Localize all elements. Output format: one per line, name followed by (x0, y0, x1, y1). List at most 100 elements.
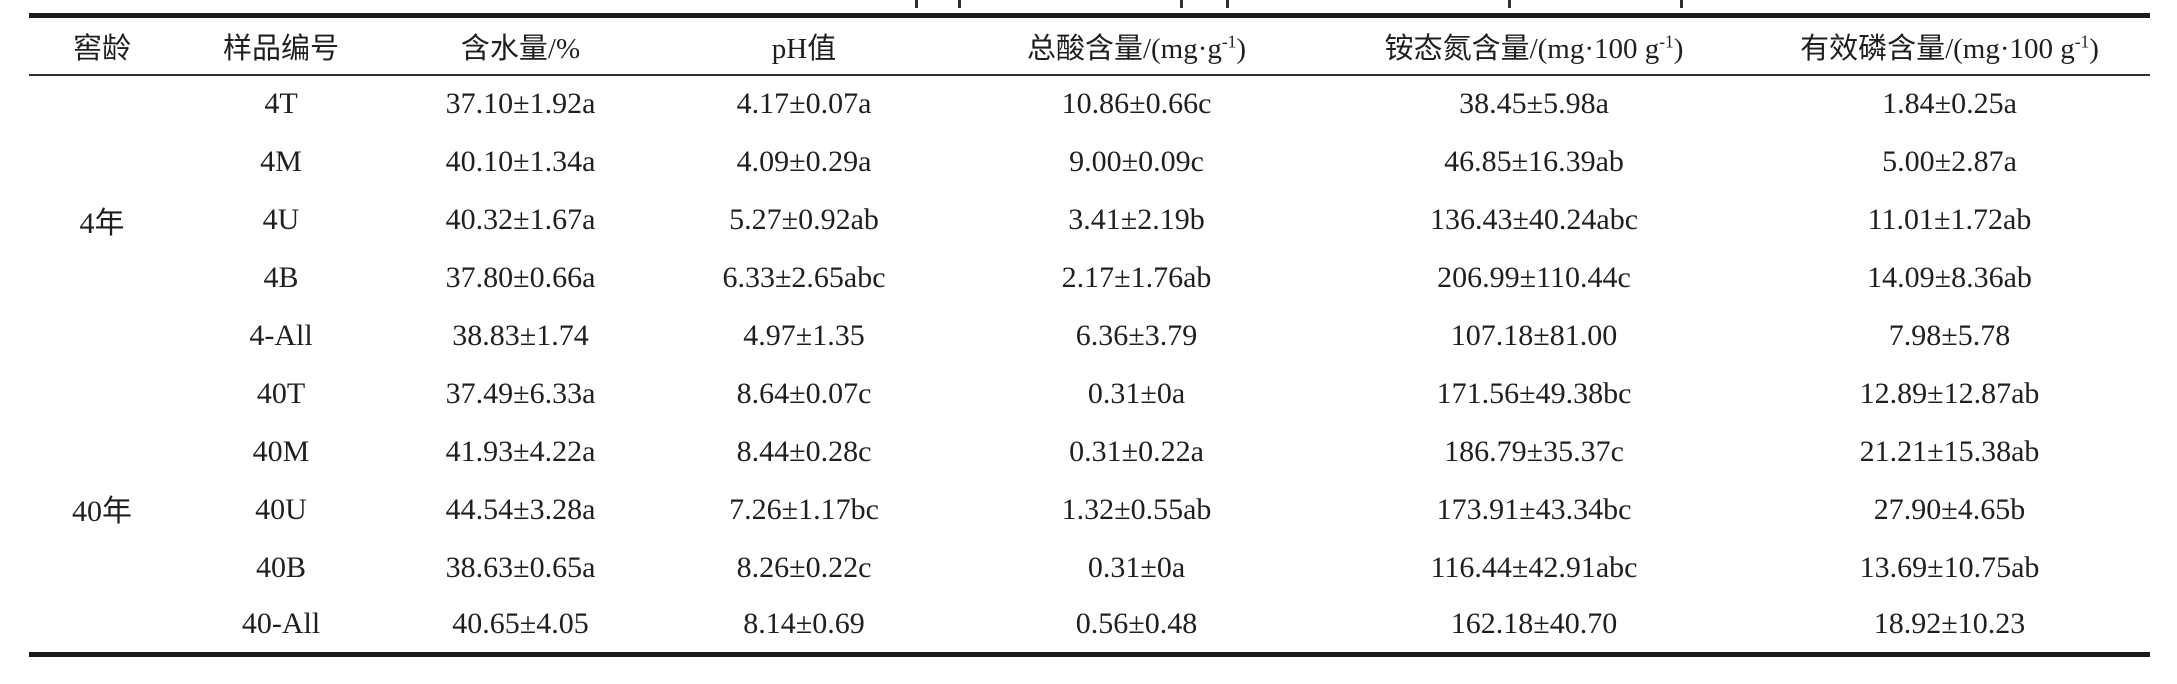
cell-sample-id: 40T (256, 376, 306, 410)
cell-ammonium-nitrogen: 186.79±35.37c (1444, 434, 1624, 468)
cell-total-acid: 9.00±0.09c (1069, 144, 1204, 178)
header-cell-ammonium-nitrogen: 铵态氮含量/(mg·100 g-1) (1319, 15, 1749, 76)
cell-ph: 7.26±1.17bc (729, 492, 879, 526)
table-row: 40-All 40.65±4.05 8.14±0.69 0.56±0.48 16… (29, 597, 2150, 655)
cell-ph: 4.09±0.29a (736, 144, 872, 178)
cropped-caption-fragment (1180, 0, 1183, 8)
cell-sample-id: 4B (263, 260, 299, 294)
cell-water-content: 37.49±6.33a (445, 376, 596, 410)
cell-sample-id: 40U (255, 492, 307, 526)
cell-ammonium-nitrogen: 107.18±81.00 (1450, 318, 1618, 352)
cell-ammonium-nitrogen: 136.43±40.24abc (1429, 202, 1639, 236)
header-superscript: -1 (1221, 31, 1237, 52)
header-cell-ph: pH值 (654, 15, 954, 76)
header-label: 样品编号 (222, 32, 339, 65)
cell-cellar-age: 40年 (72, 495, 132, 529)
header-label: pH值 (771, 32, 837, 65)
header-superscript: -1 (1659, 31, 1674, 52)
cell-ph: 5.27±0.92ab (729, 202, 879, 236)
cell-sample-id: 4U (262, 202, 300, 236)
cell-sample-id: 40-All (241, 607, 321, 641)
cell-ammonium-nitrogen: 46.85±16.39ab (1444, 144, 1624, 178)
table-row: 4-All 38.83±1.74 4.97±1.35 6.36±3.79 107… (29, 307, 2150, 365)
cell-water-content: 38.63±0.65a (445, 550, 596, 584)
table-header: 窖龄 样品编号 含水量/% pH值 总酸含量/(mg·g-1) 铵态氮含量/(m… (29, 15, 2150, 76)
table-row: 4年 4T 37.10±1.92a 4.17±0.07a 10.86±0.66c… (29, 75, 2150, 240)
cell-water-content: 37.80±0.66a (445, 260, 596, 294)
table-row: 4U 40.32±1.67a 5.27±0.92ab 3.41±2.19b 13… (29, 191, 2150, 249)
cell-ammonium-nitrogen: 173.91±43.34bc (1436, 492, 1632, 526)
cell-total-acid: 0.31±0a (1087, 550, 1186, 584)
cell-total-acid: 1.32±0.55ab (1061, 492, 1212, 526)
table-row: 40M 41.93±4.22a 8.44±0.28c 0.31±0.22a 18… (29, 423, 2150, 481)
cell-total-acid: 10.86±0.66c (1061, 87, 1212, 120)
cell-water-content: 40.32±1.67a (445, 202, 596, 236)
cropped-caption-fragment (958, 0, 961, 8)
table-row: 40B 38.63±0.65a 8.26±0.22c 0.31±0a 116.4… (29, 539, 2150, 597)
cell-available-phosphorus: 11.01±1.72ab (1867, 202, 2032, 236)
header-label: 窖龄 (72, 32, 131, 65)
cell-sample-id: 40B (255, 550, 306, 584)
cell-available-phosphorus: 7.98±5.78 (1888, 318, 2011, 352)
header-row: 窖龄 样品编号 含水量/% pH值 总酸含量/(mg·g-1) 铵态氮含量/(m… (29, 15, 2150, 76)
cell-available-phosphorus: 12.89±12.87ab (1859, 376, 2040, 410)
cell-total-acid: 6.36±3.79 (1075, 318, 1198, 352)
cell-total-acid: 3.41±2.19b (1068, 202, 1205, 236)
header-label: 总酸含量/(mg·g (1026, 32, 1222, 65)
cell-total-acid: 0.31±0.22a (1069, 434, 1204, 468)
cell-water-content: 37.10±1.92a (445, 87, 596, 120)
cell-available-phosphorus: 1.84±0.25a (1882, 87, 2017, 120)
cell-ph: 8.14±0.69 (743, 607, 865, 641)
cell-ph: 8.44±0.28c (736, 434, 872, 468)
cell-water-content: 40.10±1.34a (445, 144, 596, 178)
cropped-caption-fragment (1226, 0, 1229, 8)
cell-sample-id: 4-All (249, 318, 313, 352)
header-cell-total-acid: 总酸含量/(mg·g-1) (954, 15, 1319, 76)
table-row: 40年 40T 37.49±6.33a 8.64±0.07c 0.31±0a 1… (29, 365, 2150, 529)
cell-total-acid: 2.17±1.76ab (1061, 260, 1212, 294)
cell-sample-id: 4M (260, 144, 302, 178)
cell-available-phosphorus: 14.09±8.36ab (1867, 260, 2032, 294)
header-label: 含水量/% (460, 32, 581, 65)
cell-total-acid: 0.31±0a (1087, 376, 1186, 410)
header-label-tail: ) (2089, 32, 2099, 65)
pit-mud-properties-table: 窖龄 样品编号 含水量/% pH值 总酸含量/(mg·g-1) 铵态氮含量/(m… (29, 13, 2150, 657)
cropped-caption-fragment (1508, 0, 1511, 8)
cell-available-phosphorus: 27.90±4.65b (1873, 492, 2026, 526)
header-label: 有效磷含量/(mg·100 g (1800, 32, 2075, 65)
header-cell-sample-id: 样品编号 (175, 15, 387, 76)
header-cell-cellar-age: 窖龄 (29, 15, 175, 76)
cell-ammonium-nitrogen: 38.45±5.98a (1459, 87, 1609, 120)
header-label-tail: ) (1673, 32, 1684, 65)
cell-ph: 6.33±2.65abc (722, 260, 886, 294)
cropped-caption-fragment (1680, 0, 1683, 8)
header-label-tail: ) (1236, 32, 1247, 65)
cell-water-content: 41.93±4.22a (445, 434, 596, 468)
header-label: 铵态氮含量/(mg·100 g (1384, 32, 1660, 65)
cell-water-content: 40.65±4.05 (452, 607, 589, 641)
cell-sample-id: 4T (264, 87, 298, 120)
header-cell-water-content: 含水量/% (387, 15, 654, 76)
cell-cellar-age: 4年 (79, 207, 125, 240)
cell-ammonium-nitrogen: 171.56±49.38bc (1436, 376, 1632, 410)
cell-ph: 4.17±0.07a (736, 87, 872, 120)
cell-ph: 8.26±0.22c (736, 550, 872, 584)
cell-ammonium-nitrogen: 206.99±110.44c (1437, 260, 1631, 294)
cell-water-content: 38.83±1.74 (452, 318, 589, 352)
cell-water-content: 44.54±3.28a (445, 492, 596, 526)
cell-ph: 4.97±1.35 (743, 318, 865, 352)
table-body: 4年 4T 37.10±1.92a 4.17±0.07a 10.86±0.66c… (29, 75, 2150, 655)
cell-available-phosphorus: 5.00±2.87a (1882, 144, 2017, 178)
cell-available-phosphorus: 21.21±15.38ab (1859, 434, 2040, 468)
cell-total-acid: 0.56±0.48 (1075, 607, 1198, 641)
cell-available-phosphorus: 18.92±10.23 (1873, 607, 2026, 641)
table-row: 4M 40.10±1.34a 4.09±0.29a 9.00±0.09c 46.… (29, 133, 2150, 191)
cell-sample-id: 40M (252, 434, 310, 468)
header-superscript: -1 (2074, 31, 2090, 52)
table-row: 4B 37.80±0.66a 6.33±2.65abc 2.17±1.76ab … (29, 249, 2150, 307)
cell-ph: 8.64±0.07c (736, 376, 872, 410)
cell-available-phosphorus: 13.69±10.75ab (1859, 550, 2040, 584)
header-cell-available-phosphorus: 有效磷含量/(mg·100 g-1) (1749, 15, 2150, 76)
cell-ammonium-nitrogen: 162.18±40.70 (1450, 607, 1618, 641)
